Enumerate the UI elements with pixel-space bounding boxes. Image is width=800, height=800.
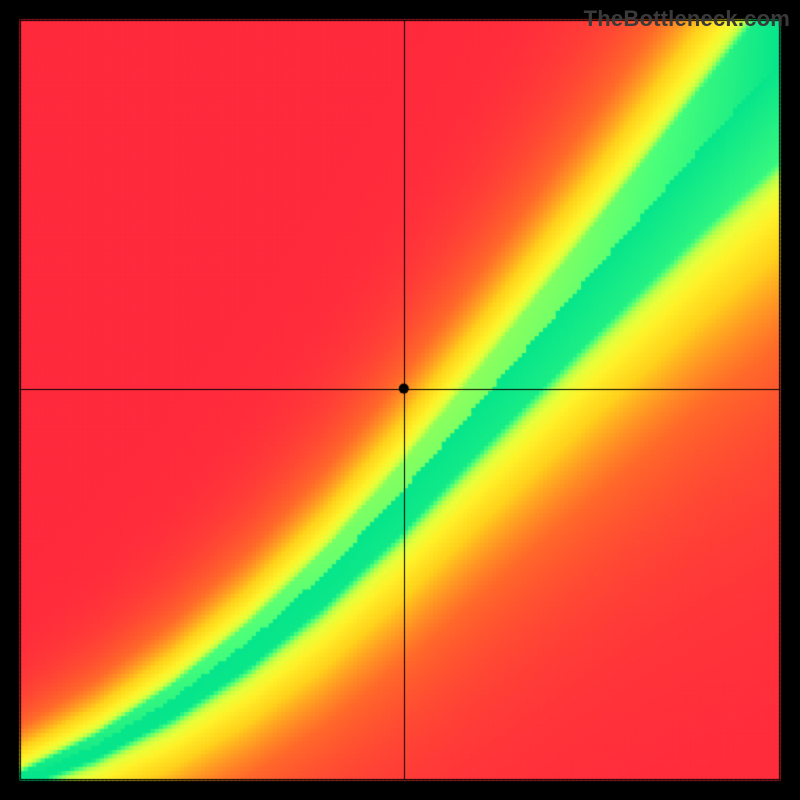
chart-wrapper: TheBottleneck.com [0,0,800,800]
watermark-text: TheBottleneck.com [584,6,790,32]
bottleneck-heatmap [0,0,800,800]
